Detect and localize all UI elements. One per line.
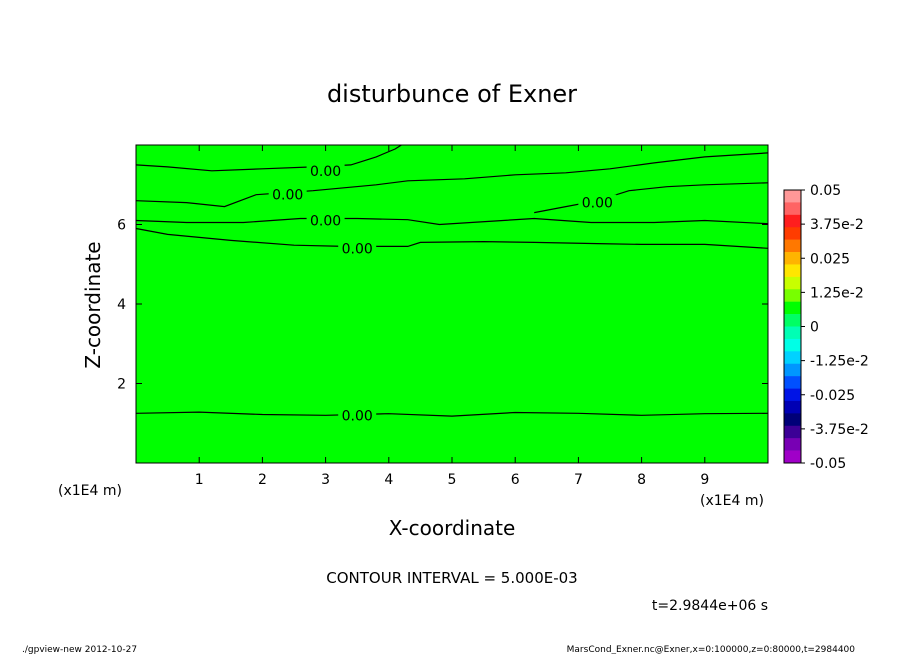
colorbar-segment <box>784 388 801 402</box>
x-tick-label: 3 <box>321 472 330 488</box>
plot-area: 0.000.000.000.000.000.00 <box>135 144 769 464</box>
colorbar-label: 0.05 <box>810 183 841 199</box>
footer-right: MarsCond_Exner.nc@Exner,x=0:100000,z=0:8… <box>567 645 856 654</box>
colorbar-labels: 0.05 3.75e-2 0.025 1.25e-2 0 -1.25e-2 -0.025 -3… <box>801 183 869 472</box>
colorbar-label: 0.025 <box>810 251 850 267</box>
contour-line <box>135 152 769 208</box>
colorbar-label: -0.05 <box>810 456 846 472</box>
colorbar-segment <box>784 289 801 302</box>
colorbar-segment <box>784 264 801 278</box>
colorbar-segment <box>784 338 801 352</box>
contour-label: 0.00 <box>310 164 341 180</box>
y-tick-label: 6 <box>117 218 126 234</box>
colorbar-segment <box>784 314 801 327</box>
chart-title: disturbunce of Exner <box>327 80 577 108</box>
contour-label-bg <box>306 162 345 178</box>
x-axis-label: X-coordinate <box>389 516 516 540</box>
colorbar-segment <box>784 376 801 389</box>
contour-label: 0.00 <box>342 408 373 424</box>
colorbar-segment <box>784 450 801 464</box>
time-stamp: t=2.9844e+06 s <box>652 598 768 614</box>
colorbar-segment <box>784 351 801 365</box>
colorbar-label: -3.75e-2 <box>810 422 869 438</box>
contour-line <box>135 217 769 226</box>
contour-label: 0.00 <box>272 188 303 204</box>
colorbar-label: 1.25e-2 <box>810 285 864 301</box>
contour-line <box>135 227 769 249</box>
x-tick-label: 5 <box>448 472 457 488</box>
contour-label: 0.00 <box>582 196 613 212</box>
colorbar-label: 3.75e-2 <box>810 217 864 233</box>
colorbar <box>783 189 802 464</box>
contour-line <box>135 411 769 417</box>
colorbar-segment <box>784 252 801 265</box>
contour-label-bg <box>306 212 345 228</box>
x-axis-ticks: 1 2 3 4 5 6 7 8 9 <box>195 145 709 488</box>
colorbar-segment <box>784 301 801 315</box>
x-tick-label: 7 <box>574 472 583 488</box>
contour-label-bg <box>338 240 377 256</box>
colorbar-segment <box>784 326 801 340</box>
colorbar-segment <box>784 425 801 439</box>
colorbar-label: -1.25e-2 <box>810 354 869 370</box>
y-axis-unit: (x1E4 m) <box>58 483 122 499</box>
y-axis-label: Z-coordinate <box>81 241 105 368</box>
colorbar-segment <box>784 214 801 228</box>
colorbar-segment <box>784 363 801 377</box>
colorbar-segment <box>784 413 801 427</box>
x-tick-label: 6 <box>511 472 520 488</box>
contour-label-bg <box>578 194 617 210</box>
colorbar-segment <box>784 239 801 253</box>
colorbar-segment <box>784 202 801 216</box>
colorbar-segment <box>784 190 801 203</box>
x-tick-label: 1 <box>195 472 204 488</box>
y-axis-ticks: 2 4 6 <box>117 218 768 393</box>
contour-label: 0.00 <box>310 214 341 230</box>
contour-label: 0.00 <box>342 241 373 257</box>
colorbar-segment <box>784 400 801 414</box>
contour-interval-note: CONTOUR INTERVAL = 5.000E-03 <box>326 569 577 587</box>
colorbar-label: -0.025 <box>810 388 855 404</box>
y-tick-label: 4 <box>117 297 126 313</box>
contour-labels: 0.000.000.000.000.000.00 <box>268 162 617 424</box>
colorbar-segment <box>784 227 801 240</box>
contour-label-bg <box>268 186 307 202</box>
y-tick-label: 2 <box>117 377 126 393</box>
x-tick-label: 9 <box>700 472 709 488</box>
x-tick-label: 4 <box>384 472 393 488</box>
colorbar-segment <box>784 438 801 451</box>
x-tick-label: 2 <box>258 472 267 488</box>
footer-left: ./gpview-new 2012-10-27 <box>22 645 137 654</box>
x-axis-unit: (x1E4 m) <box>700 493 764 509</box>
contour-label-bg <box>338 407 377 423</box>
contour-field <box>136 145 768 463</box>
contour-line <box>534 182 769 214</box>
colorbar-segment <box>784 276 801 290</box>
colorbar-label: 0 <box>810 320 819 336</box>
x-tick-label: 8 <box>637 472 646 488</box>
